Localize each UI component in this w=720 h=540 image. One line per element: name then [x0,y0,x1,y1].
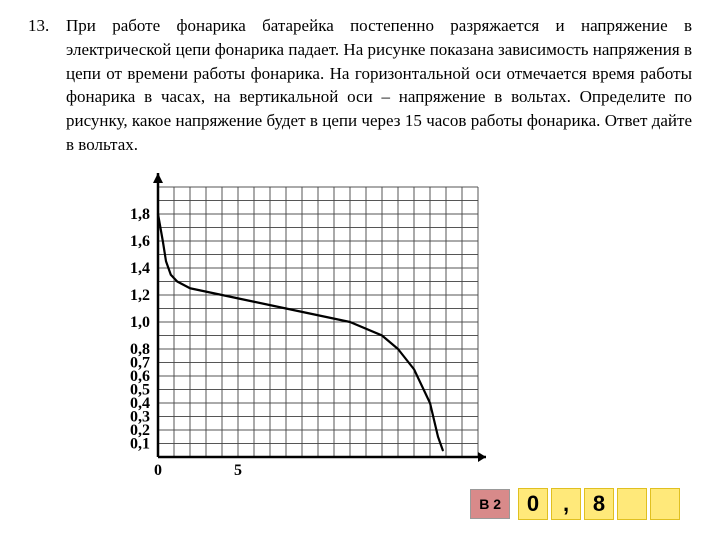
answer-cell-0[interactable]: 0 [518,488,548,520]
svg-text:1,8: 1,8 [130,206,150,223]
answer-cell-1[interactable]: , [551,488,581,520]
problem-text: При работе фонарика батарейка постепенно… [66,14,692,157]
answer-cell-2[interactable]: 8 [584,488,614,520]
svg-text:1,4: 1,4 [130,260,150,277]
svg-text:0: 0 [154,462,162,479]
svg-text:5: 5 [234,462,242,479]
svg-text:1,6: 1,6 [130,233,150,250]
answer-tag: В 2 [470,489,510,519]
chart-svg: 0,10,20,30,40,50,60,70,81,01,21,41,61,80… [98,169,498,489]
answer-cell-3[interactable] [617,488,647,520]
svg-text:1,0: 1,0 [130,314,150,331]
answer-box: В 2 0,8 [470,488,680,520]
problem-number: 13. [28,14,52,38]
svg-text:0,8: 0,8 [130,341,150,358]
answer-cell-4[interactable] [650,488,680,520]
problem: 13. При работе фонарика батарейка постеп… [28,14,692,157]
answer-cells: 0,8 [518,488,680,520]
svg-text:1,2: 1,2 [130,287,150,304]
chart: 0,10,20,30,40,50,60,70,81,01,21,41,61,80… [98,169,692,489]
